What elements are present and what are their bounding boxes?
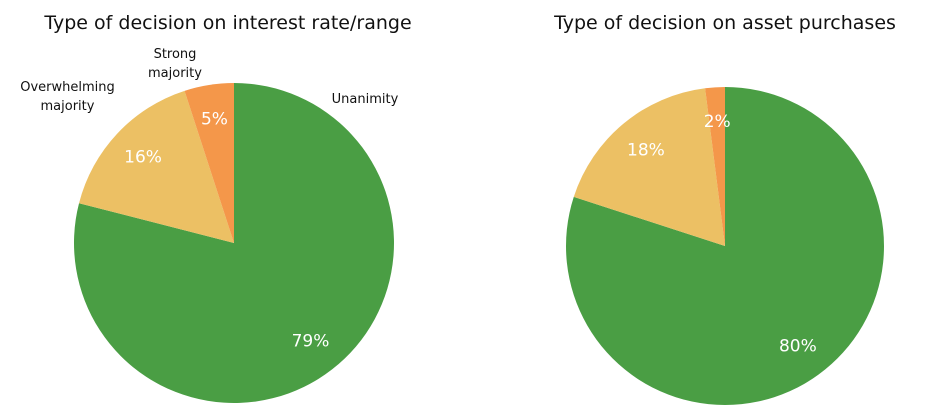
pie-slice xyxy=(79,90,234,243)
value-label: 79% xyxy=(292,332,330,352)
pie-slice xyxy=(705,87,725,246)
chart-title: Type of decision on interest rate/range xyxy=(43,12,411,34)
pie-slice xyxy=(573,88,725,247)
chart-title: Type of decision on asset purchases xyxy=(553,12,896,34)
pie-slice xyxy=(184,83,234,243)
category-label: Strong majority xyxy=(148,47,202,81)
category-label: Unanimity xyxy=(331,92,399,107)
value-label: 16% xyxy=(124,148,162,168)
pie-slice xyxy=(74,83,395,403)
value-label: 5% xyxy=(201,110,228,130)
category-label: Overwhelming majority xyxy=(20,80,115,114)
value-label: 80% xyxy=(779,336,817,356)
value-label: 18% xyxy=(627,140,665,160)
value-label: 2% xyxy=(704,112,731,132)
